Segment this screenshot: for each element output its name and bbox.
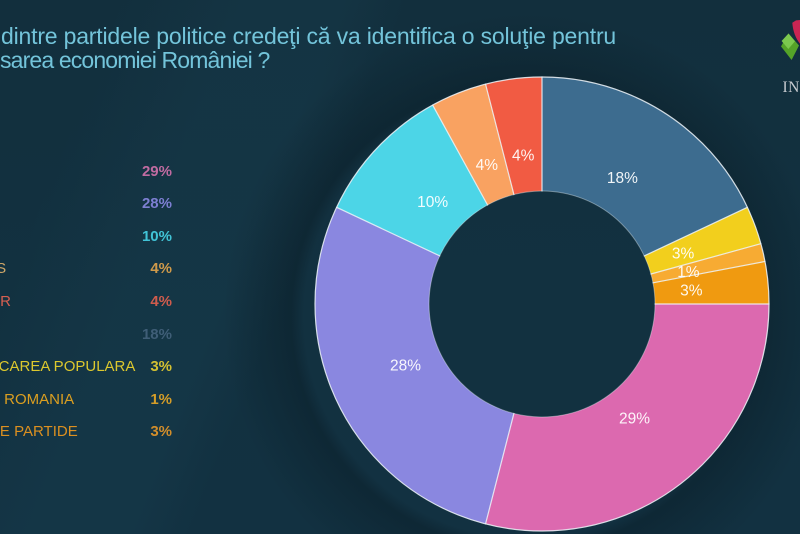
svg-text:29%: 29%	[619, 410, 650, 427]
svg-text:4%: 4%	[476, 157, 499, 174]
svg-text:4%: 4%	[512, 148, 535, 165]
svg-text:18%: 18%	[607, 170, 638, 187]
svg-text:3%: 3%	[680, 282, 703, 299]
svg-text:3%: 3%	[672, 246, 695, 263]
svg-text:10%: 10%	[417, 194, 448, 211]
svg-text:1%: 1%	[677, 264, 700, 281]
svg-text:IN: IN	[783, 79, 800, 96]
svg-text:28%: 28%	[390, 358, 421, 375]
